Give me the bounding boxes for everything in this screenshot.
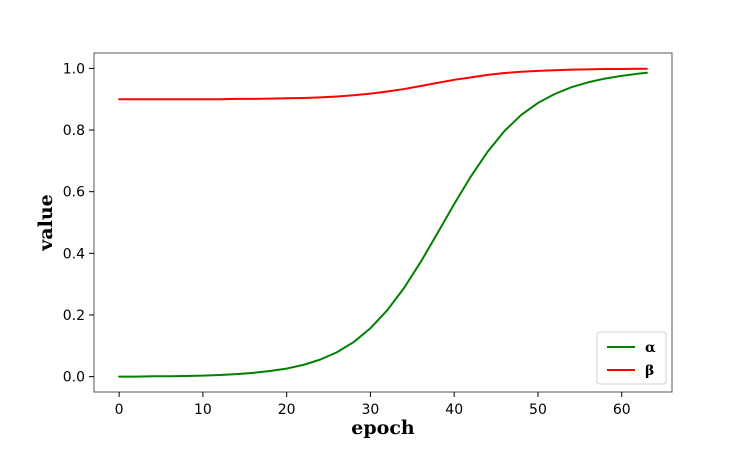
x-tick-label: 20: [278, 402, 296, 418]
x-tick-label: 40: [445, 402, 463, 418]
y-tick-label: 0.2: [63, 308, 85, 324]
y-tick-label: 0.4: [63, 246, 85, 262]
x-tick-label: 50: [529, 402, 547, 418]
x-tick-label: 60: [613, 402, 631, 418]
series-layer: [118, 67, 648, 378]
x-tick-label: 10: [194, 402, 212, 418]
x-tick-label: 0: [115, 402, 124, 418]
series-line-beta: [118, 67, 648, 101]
y-axis-ticks: 0.0 0.2 0.4 0.6 0.8 1.0: [63, 61, 94, 386]
series-line-alpha: [118, 71, 648, 378]
legend-label-alpha: α: [645, 340, 656, 356]
y-axis-title: value: [35, 194, 57, 251]
y-tick-label: 1.0: [63, 61, 85, 77]
legend-label-beta: β: [645, 363, 654, 379]
legend: αβ: [596, 331, 667, 385]
y-tick-label: 0.8: [63, 123, 85, 139]
plot-frame: [93, 52, 673, 393]
plot-area: 0 10 20 30 40 50 60 0.0 0.2 0.4 0.6 0.8 1.0: [63, 52, 673, 418]
y-tick-label: 0.6: [63, 185, 85, 201]
x-axis-ticks: 0 10 20 30 40 50 60: [115, 392, 631, 418]
x-axis-title: epoch: [351, 417, 415, 439]
x-tick-label: 30: [362, 402, 380, 418]
y-tick-label: 0.0: [63, 370, 85, 386]
